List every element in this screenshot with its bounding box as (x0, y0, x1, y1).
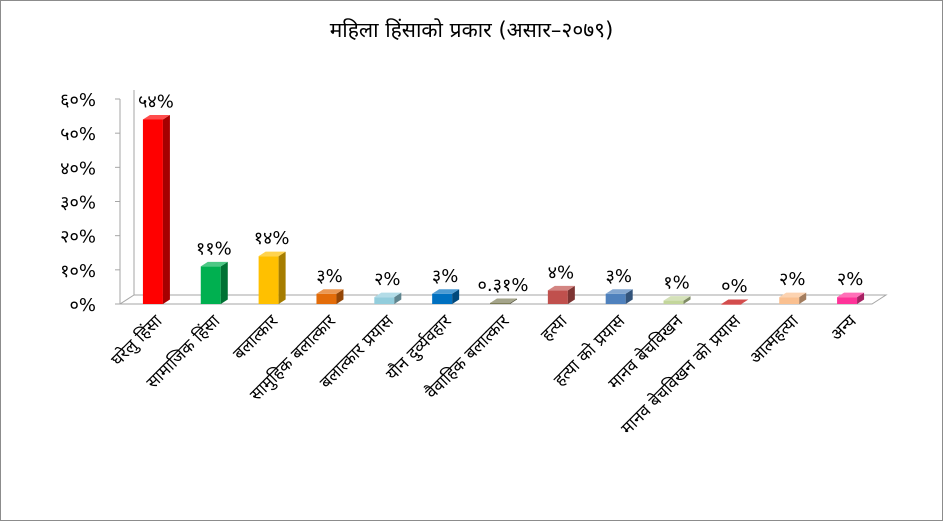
bar-top (721, 299, 749, 304)
bar-front (432, 293, 453, 304)
y-tick-label: ४०% (60, 158, 96, 179)
bar-front (490, 302, 510, 304)
bar-front (779, 297, 800, 304)
y-tick-label: ५०% (60, 124, 96, 145)
bar-top (490, 298, 517, 303)
data-label: ०.३१% (478, 275, 529, 296)
bar (605, 289, 633, 304)
bar (490, 298, 517, 304)
bar-front (142, 119, 163, 304)
bar-side (510, 298, 517, 304)
data-label: १४% (254, 228, 290, 249)
data-label: २% (837, 269, 863, 290)
chart-axes (118, 90, 888, 305)
y-tick-labels: ०% १०% २०% ३०% ४०% ५०% ६०% (60, 90, 120, 316)
data-labels: ५४% ११% १४% ३% २% ३% ०.३१% ४% ३% १% ०% २% २% (138, 92, 863, 298)
bar-side (162, 115, 170, 304)
bar (663, 296, 691, 304)
x-tick-label: अन्य (827, 311, 862, 346)
x-tick-label: घरेलु हिंसा (107, 310, 167, 370)
bar (258, 251, 286, 304)
bar (316, 289, 344, 304)
data-label: ०% (721, 276, 747, 297)
bar-side (683, 296, 691, 304)
data-label: ४% (548, 262, 574, 283)
bar-top (605, 289, 633, 294)
bar-side (452, 289, 460, 304)
bar (547, 285, 575, 304)
data-label: २% (374, 269, 400, 290)
bar-front (316, 293, 337, 304)
data-label: ३% (432, 266, 458, 287)
bar-front (258, 256, 279, 304)
bar-front (547, 290, 568, 304)
bar-side (567, 285, 575, 304)
y-tick-label: १०% (60, 261, 96, 282)
bar-front (721, 304, 742, 305)
chart-bars (142, 115, 865, 305)
bar-side (394, 292, 402, 304)
x-tick-label: हत्या (537, 311, 572, 346)
chart-title: महिला हिंसाको प्रकार (असार–२०७९) (329, 18, 614, 42)
bar-top (316, 289, 344, 294)
bar-side (220, 261, 228, 304)
bar (432, 289, 460, 304)
data-label: १% (663, 273, 689, 294)
bar (837, 292, 865, 304)
data-label: ३% (316, 266, 342, 287)
bar-side (857, 292, 865, 304)
y-tick-label: ३०% (60, 193, 96, 214)
y-tick-label: ६०% (60, 90, 96, 111)
bar-top (142, 115, 170, 120)
x-tick-labels: घरेलु हिंसासामाजिक हिंसा बलात्कारसामुहिक … (107, 310, 862, 439)
bar-side (625, 289, 633, 304)
bar-side (278, 251, 286, 304)
data-label: ३% (605, 266, 631, 287)
y-tick-label: ०% (70, 295, 96, 316)
y-tick-label: २०% (60, 227, 96, 248)
bar (721, 299, 749, 305)
data-label: ११% (196, 238, 232, 259)
x-tick-label: बलात्कार (229, 311, 283, 365)
bar-top (837, 292, 865, 298)
data-label: २% (779, 269, 805, 290)
bar (142, 115, 170, 304)
bar-top (200, 261, 228, 267)
bar (200, 261, 228, 304)
bar-top (374, 292, 402, 298)
bar-side (799, 292, 807, 304)
bar-front (605, 293, 626, 304)
bar (374, 292, 402, 304)
bar-top (258, 251, 286, 257)
bar (779, 292, 807, 304)
bar-top (432, 289, 460, 294)
bar-front (374, 297, 395, 304)
bar-side (336, 289, 344, 304)
bar-top (663, 296, 691, 301)
bar-front (663, 300, 684, 304)
bar-top (779, 292, 807, 298)
bar-top (547, 285, 575, 291)
bar-front (837, 297, 858, 304)
x-tick-label: आत्महत्या (746, 311, 803, 368)
data-label: ५४% (138, 92, 174, 113)
bar-front (200, 266, 221, 304)
